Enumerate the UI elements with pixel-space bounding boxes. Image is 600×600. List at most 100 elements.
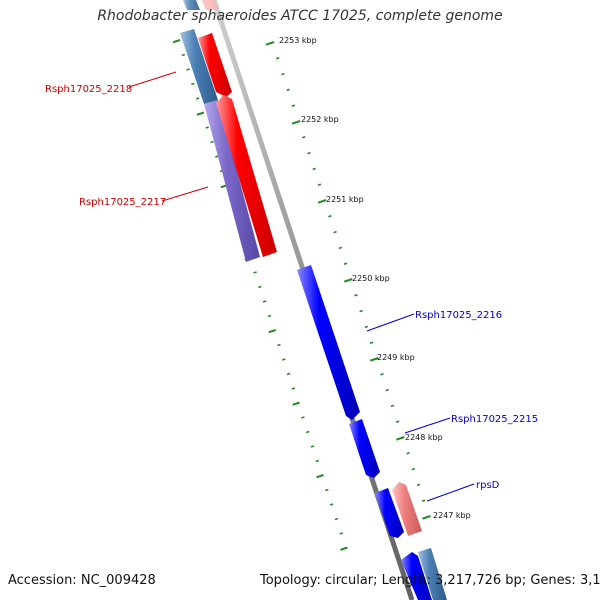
minor-tick	[191, 82, 195, 86]
page-title: Rhodobacter sphaeroides ATCC 17025, comp…	[97, 8, 503, 24]
minor-tick	[215, 155, 219, 158]
genes-value: 3,156	[579, 573, 600, 588]
minor-tick	[286, 372, 291, 376]
tick-marks	[172, 39, 431, 551]
gene-arrow-blue-bottom	[401, 552, 432, 600]
minor-tick	[333, 230, 337, 234]
minor-tick	[312, 167, 316, 171]
scale-label: 2248 kbp	[405, 433, 443, 442]
minor-tick	[258, 285, 262, 289]
major-tick	[292, 401, 300, 406]
scale-labels: 2253 kbp 2252 kbp 2251 kbp 2250 kbp 2249…	[279, 36, 471, 520]
minor-tick	[186, 68, 190, 71]
gene-label-2218[interactable]: Rsph17025_2218	[45, 84, 132, 95]
scale-label: 2250 kbp	[352, 274, 390, 283]
minor-tick	[195, 97, 200, 100]
minor-tick	[364, 325, 369, 329]
scale-label: 2252 kbp	[301, 115, 339, 124]
minor-tick	[277, 343, 281, 347]
gene-label-2215[interactable]: Rsph17025_2215	[451, 414, 538, 425]
major-tick	[343, 278, 353, 283]
minor-tick	[325, 488, 329, 492]
gene-arrow-top-stub	[183, 0, 200, 10]
minor-tick	[339, 532, 343, 535]
gene-arrow-purple	[204, 100, 260, 262]
minor-tick	[380, 373, 384, 376]
callout-line-2216	[366, 313, 415, 332]
minor-tick	[359, 309, 363, 313]
minor-tick	[301, 416, 305, 419]
minor-tick	[253, 271, 257, 274]
accession-info: Accession: NC_009428	[8, 573, 156, 588]
minor-tick	[328, 215, 332, 218]
major-tick	[369, 357, 379, 362]
gene-labels: Rsph17025_2218 Rsph17025_2217 Rsph17025_…	[45, 84, 538, 491]
minor-tick	[282, 358, 286, 361]
scale-label: 2249 kbp	[377, 353, 415, 362]
minor-tick	[369, 341, 374, 344]
minor-tick	[205, 126, 209, 129]
major-tick	[265, 41, 275, 46]
minor-tick	[329, 503, 334, 506]
major-tick	[268, 329, 277, 334]
gene-arrow-rpsd	[392, 482, 422, 536]
major-tick	[196, 111, 205, 116]
minor-tick	[395, 420, 400, 423]
callout-line-2215	[404, 417, 451, 434]
major-tick	[340, 546, 348, 551]
accession-label: Accession:	[8, 573, 77, 588]
gene-features	[180, 0, 447, 600]
gene-arrow-top-red-stub	[202, 0, 218, 10]
callout-lines	[128, 71, 475, 502]
minor-tick	[210, 140, 214, 144]
minor-tick	[310, 445, 315, 448]
minor-tick	[305, 430, 310, 434]
gene-label-2216[interactable]: Rsph17025_2216	[415, 310, 502, 321]
minor-tick	[275, 57, 280, 60]
scale-label: 2251 kbp	[326, 195, 364, 204]
minor-tick	[267, 314, 272, 318]
minor-tick	[390, 404, 395, 408]
minor-tick	[406, 452, 410, 455]
major-tick	[396, 436, 405, 441]
minor-tick	[343, 262, 348, 265]
minor-tick	[302, 136, 306, 139]
scale-label: 2253 kbp	[279, 36, 317, 45]
minor-tick	[291, 104, 296, 107]
minor-tick	[281, 72, 285, 76]
minor-tick	[411, 467, 416, 471]
length-value: 3,217,726 bp	[435, 573, 522, 588]
minor-tick	[262, 300, 267, 303]
length-label: Length:	[381, 573, 431, 588]
minor-tick	[354, 294, 358, 297]
callout-line-2218	[128, 71, 177, 88]
callout-line-rpsd	[426, 483, 475, 502]
gene-arrow-blue-2	[349, 419, 380, 478]
gene-arrow-red-2	[216, 95, 277, 257]
topology-value: circular	[324, 573, 374, 588]
minor-tick	[416, 483, 421, 487]
scale-label: 2247 kbp	[433, 511, 471, 520]
minor-tick	[291, 387, 296, 390]
minor-tick	[317, 183, 322, 186]
gene-arrow-blue-1	[297, 265, 360, 420]
major-tick	[291, 120, 301, 125]
gene-label-rpsd[interactable]: rpsD	[476, 480, 500, 491]
minor-tick	[334, 517, 339, 521]
minor-tick	[338, 246, 343, 250]
genes-label: Genes:	[530, 573, 576, 588]
major-tick	[422, 515, 431, 520]
gene-label-2217[interactable]: Rsph17025_2217	[79, 197, 166, 208]
minor-tick	[315, 459, 320, 463]
major-tick	[172, 39, 181, 44]
major-tick	[316, 474, 324, 479]
minor-tick	[385, 388, 389, 392]
major-tick	[317, 199, 327, 204]
genome-stats: Topology: circular; Length: 3,217,726 bp…	[260, 573, 600, 588]
minor-tick	[286, 88, 290, 92]
topology-label: Topology:	[260, 573, 321, 588]
minor-tick	[181, 53, 186, 57]
gene-arrow-blue-3	[375, 488, 404, 538]
minor-tick	[421, 499, 426, 502]
